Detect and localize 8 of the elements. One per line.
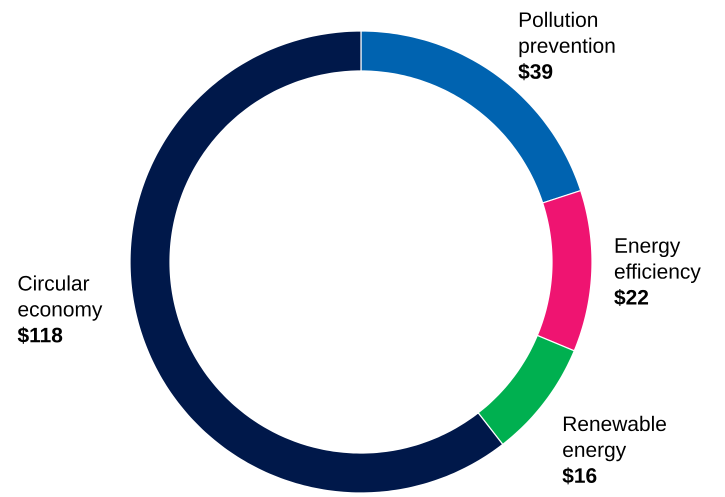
data-label: $16 <box>562 467 596 484</box>
slice-label: Renewable energy <box>563 416 666 462</box>
slice-label: Energy efficiency <box>614 238 701 283</box>
slice-label: Pollution prevention <box>519 12 614 58</box>
slice-label: Circular economy <box>18 275 102 321</box>
data-label: $22 <box>614 288 648 306</box>
data-label: $118 <box>18 326 62 344</box>
data-label: $39 <box>518 63 552 80</box>
